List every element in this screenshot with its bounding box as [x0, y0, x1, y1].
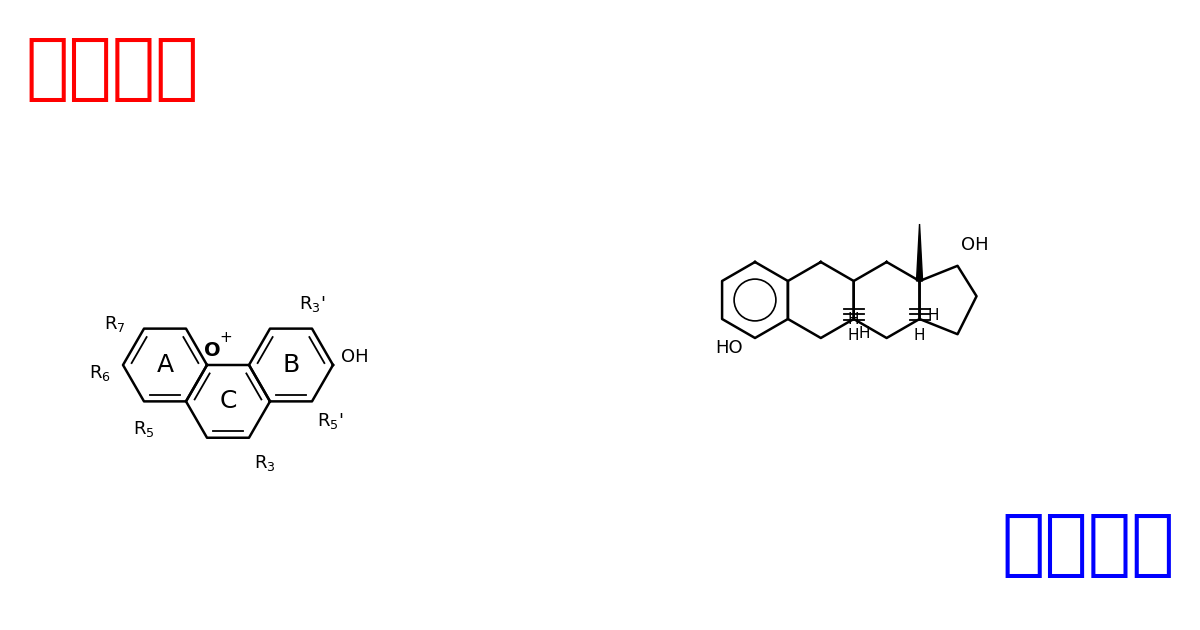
Polygon shape	[917, 224, 923, 281]
Text: C: C	[220, 389, 236, 413]
Text: R$_5$': R$_5$'	[317, 411, 343, 432]
Text: HO: HO	[715, 339, 743, 357]
Text: R$_3$': R$_3$'	[299, 294, 325, 314]
Text: R$_3$: R$_3$	[254, 453, 276, 472]
Text: H: H	[913, 328, 925, 343]
Text: H: H	[848, 312, 859, 327]
Text: H: H	[848, 328, 859, 343]
Text: OH: OH	[960, 236, 988, 254]
Text: +: +	[220, 331, 233, 345]
Text: R$_5$: R$_5$	[133, 420, 155, 439]
Text: B: B	[282, 353, 300, 377]
Text: A: A	[156, 353, 174, 377]
Text: R$_7$: R$_7$	[104, 314, 126, 334]
Text: 注目成分: 注目成分	[25, 35, 198, 104]
Text: H: H	[928, 308, 940, 323]
Text: R$_6$: R$_6$	[89, 363, 110, 383]
Text: 食物繊維: 食物繊維	[1002, 511, 1175, 580]
Text: O: O	[204, 340, 221, 360]
Text: H: H	[859, 326, 870, 341]
Text: OH: OH	[341, 348, 368, 366]
